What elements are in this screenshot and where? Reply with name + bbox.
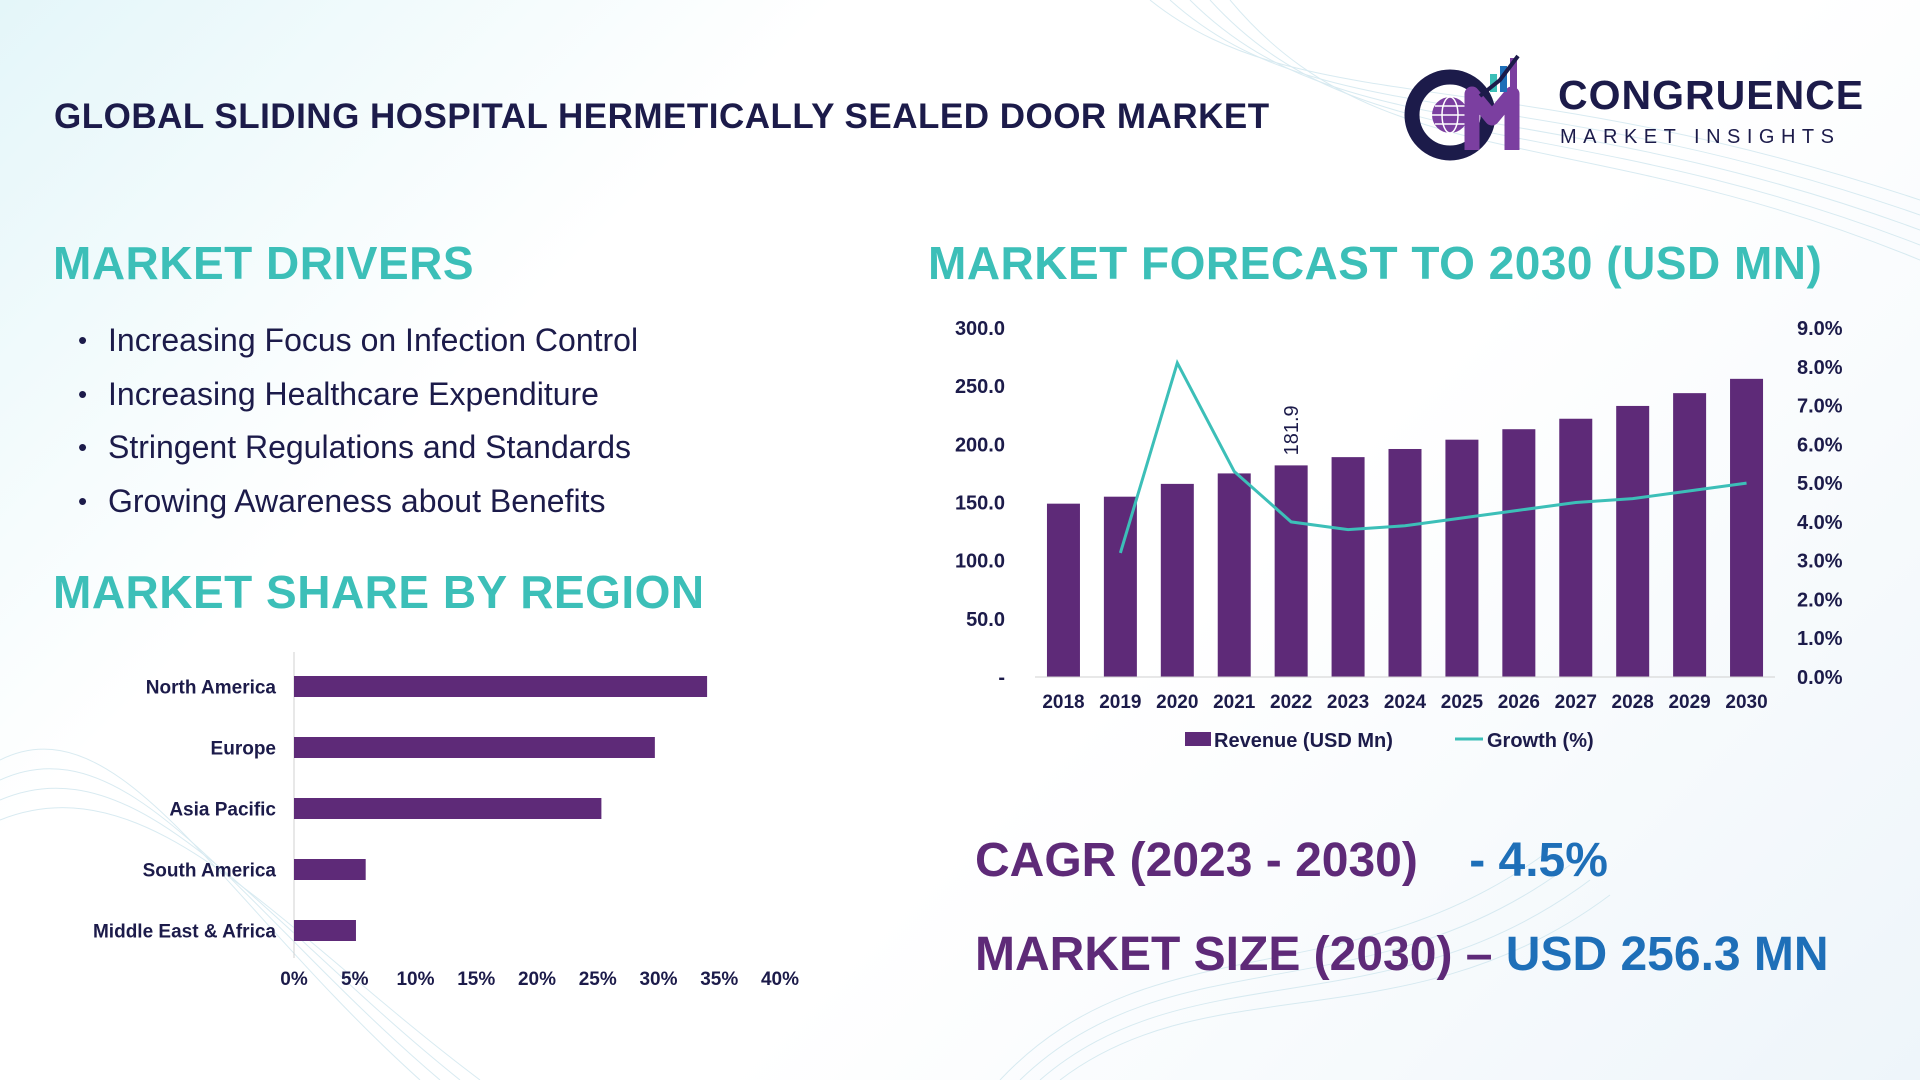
x-tick-label: 5%: [341, 969, 369, 990]
y2-tick-label: 8.0%: [1797, 357, 1843, 379]
logo-name: CONGRUENCE: [1558, 72, 1865, 118]
cagr-stat: CAGR (2023 - 2030) - 4.5%: [975, 833, 1608, 888]
x-tick-label: 10%: [396, 969, 434, 990]
y-tick-label: 250.0: [955, 376, 1005, 398]
region-bar-chart: North America Europe Asia Pacific South Ame…: [93, 652, 799, 990]
y2-tick-label: 2.0%: [1797, 589, 1843, 611]
x-tick-label: 2027: [1555, 692, 1597, 713]
market-size-value: USD 256.3 MN: [1505, 928, 1829, 981]
x-tick-label: 2019: [1099, 692, 1141, 713]
x-tick-label: 2029: [1668, 692, 1710, 713]
region-label: Middle East & Africa: [93, 922, 276, 943]
x-tick-label: 2023: [1327, 692, 1369, 713]
drivers-list: Increasing Focus on Infection Control In…: [78, 318, 638, 532]
revenue-bar: [1388, 448, 1422, 677]
region-label: South America: [143, 861, 277, 882]
data-label: 181.9: [1281, 405, 1303, 455]
y2-tick-label: 5.0%: [1797, 473, 1843, 495]
y2-tick-label: 0.0%: [1797, 667, 1843, 689]
y2-tick-label: 1.0%: [1797, 628, 1843, 650]
page-title: GLOBAL SLIDING HOSPITAL HERMETICALLY SEA…: [54, 97, 1270, 136]
y-tick-label: 300.0: [955, 318, 1005, 340]
y2-tick-label: 3.0%: [1797, 551, 1843, 573]
x-tick-label: 2022: [1270, 692, 1312, 713]
driver-item: Growing Awareness about Benefits: [78, 479, 638, 533]
region-bar: [294, 859, 366, 880]
y2-tick-label: 7.0%: [1797, 396, 1843, 418]
revenue-bar: [1730, 378, 1764, 677]
region-label: Asia Pacific: [169, 800, 276, 821]
x-tick-label: 2028: [1612, 692, 1654, 713]
x-tick-label: 40%: [761, 969, 799, 990]
region-bar: [294, 920, 356, 941]
forecast-combo-chart: - 50.0 100.0 150.0 200.0 250.0 300.0 0.0% 1.0% 2.…: [955, 318, 1843, 752]
x-tick-label: 2026: [1498, 692, 1540, 713]
region-heading: MARKET SHARE BY REGION: [53, 566, 705, 618]
legend-revenue-swatch: [1185, 732, 1211, 746]
drivers-heading: MARKET DRIVERS: [53, 237, 475, 289]
revenue-bar: [1217, 473, 1251, 677]
revenue-bar: [1673, 393, 1707, 677]
x-tick-label: 25%: [579, 969, 617, 990]
x-tick-label: 2021: [1213, 692, 1256, 713]
driver-item: Stringent Regulations and Standards: [78, 425, 638, 479]
revenue-bar: [1160, 483, 1194, 677]
company-logo: CONGRUENCE MARKET INSIGHTS: [1400, 52, 1880, 162]
forecast-heading: MARKET FORECAST TO 2030 (USD MN): [928, 237, 1823, 289]
revenue-bar: [1559, 418, 1593, 677]
region-label: Europe: [211, 739, 276, 760]
y-tick-label: 50.0: [966, 609, 1005, 631]
x-tick-label: 2018: [1042, 692, 1084, 713]
legend-growth-label: Growth (%): [1487, 730, 1594, 752]
cagr-label: CAGR (2023 - 2030): [975, 834, 1418, 887]
y-tick-label: 100.0: [955, 551, 1005, 573]
logo-mark-icon: [1404, 54, 1520, 161]
x-tick-label: 20%: [518, 969, 556, 990]
revenue-bar: [1331, 457, 1365, 677]
x-tick-label: 2030: [1725, 692, 1767, 713]
region-bar: [294, 676, 708, 697]
y2-tick-label: 9.0%: [1797, 318, 1843, 340]
x-tick-label: 0%: [280, 969, 308, 990]
revenue-bar: [1445, 439, 1479, 677]
x-tick-label: 15%: [457, 969, 495, 990]
x-tick-label: 30%: [639, 969, 677, 990]
x-tick-label: 2020: [1156, 692, 1198, 713]
y-tick-label: -: [998, 667, 1005, 689]
driver-item: Increasing Healthcare Expenditure: [78, 372, 638, 426]
x-tick-label: 2025: [1441, 692, 1484, 713]
x-tick-label: 2024: [1384, 692, 1427, 713]
revenue-bar: [1103, 496, 1137, 677]
cagr-value: - 4.5%: [1469, 834, 1608, 887]
revenue-bar: [1274, 465, 1308, 677]
market-size-stat: MARKET SIZE (2030) – USD 256.3 MN: [975, 927, 1829, 982]
region-bar: [294, 798, 602, 819]
market-size-label: MARKET SIZE (2030) –: [975, 928, 1493, 981]
y-tick-label: 150.0: [955, 493, 1005, 515]
driver-item: Increasing Focus on Infection Control: [78, 318, 638, 372]
growth-line: [1118, 358, 1747, 554]
y2-tick-label: 6.0%: [1797, 434, 1843, 456]
revenue-bar: [1502, 429, 1536, 677]
legend-revenue-label: Revenue (USD Mn): [1214, 730, 1393, 752]
revenue-bar: [1616, 405, 1650, 677]
x-tick-label: 35%: [700, 969, 738, 990]
revenue-bar: [1046, 503, 1080, 677]
y-tick-label: 200.0: [955, 434, 1005, 456]
logo-subtitle: MARKET INSIGHTS: [1560, 126, 1841, 148]
region-label: North America: [146, 678, 277, 699]
region-bar: [294, 737, 655, 758]
y2-tick-label: 4.0%: [1797, 512, 1843, 534]
